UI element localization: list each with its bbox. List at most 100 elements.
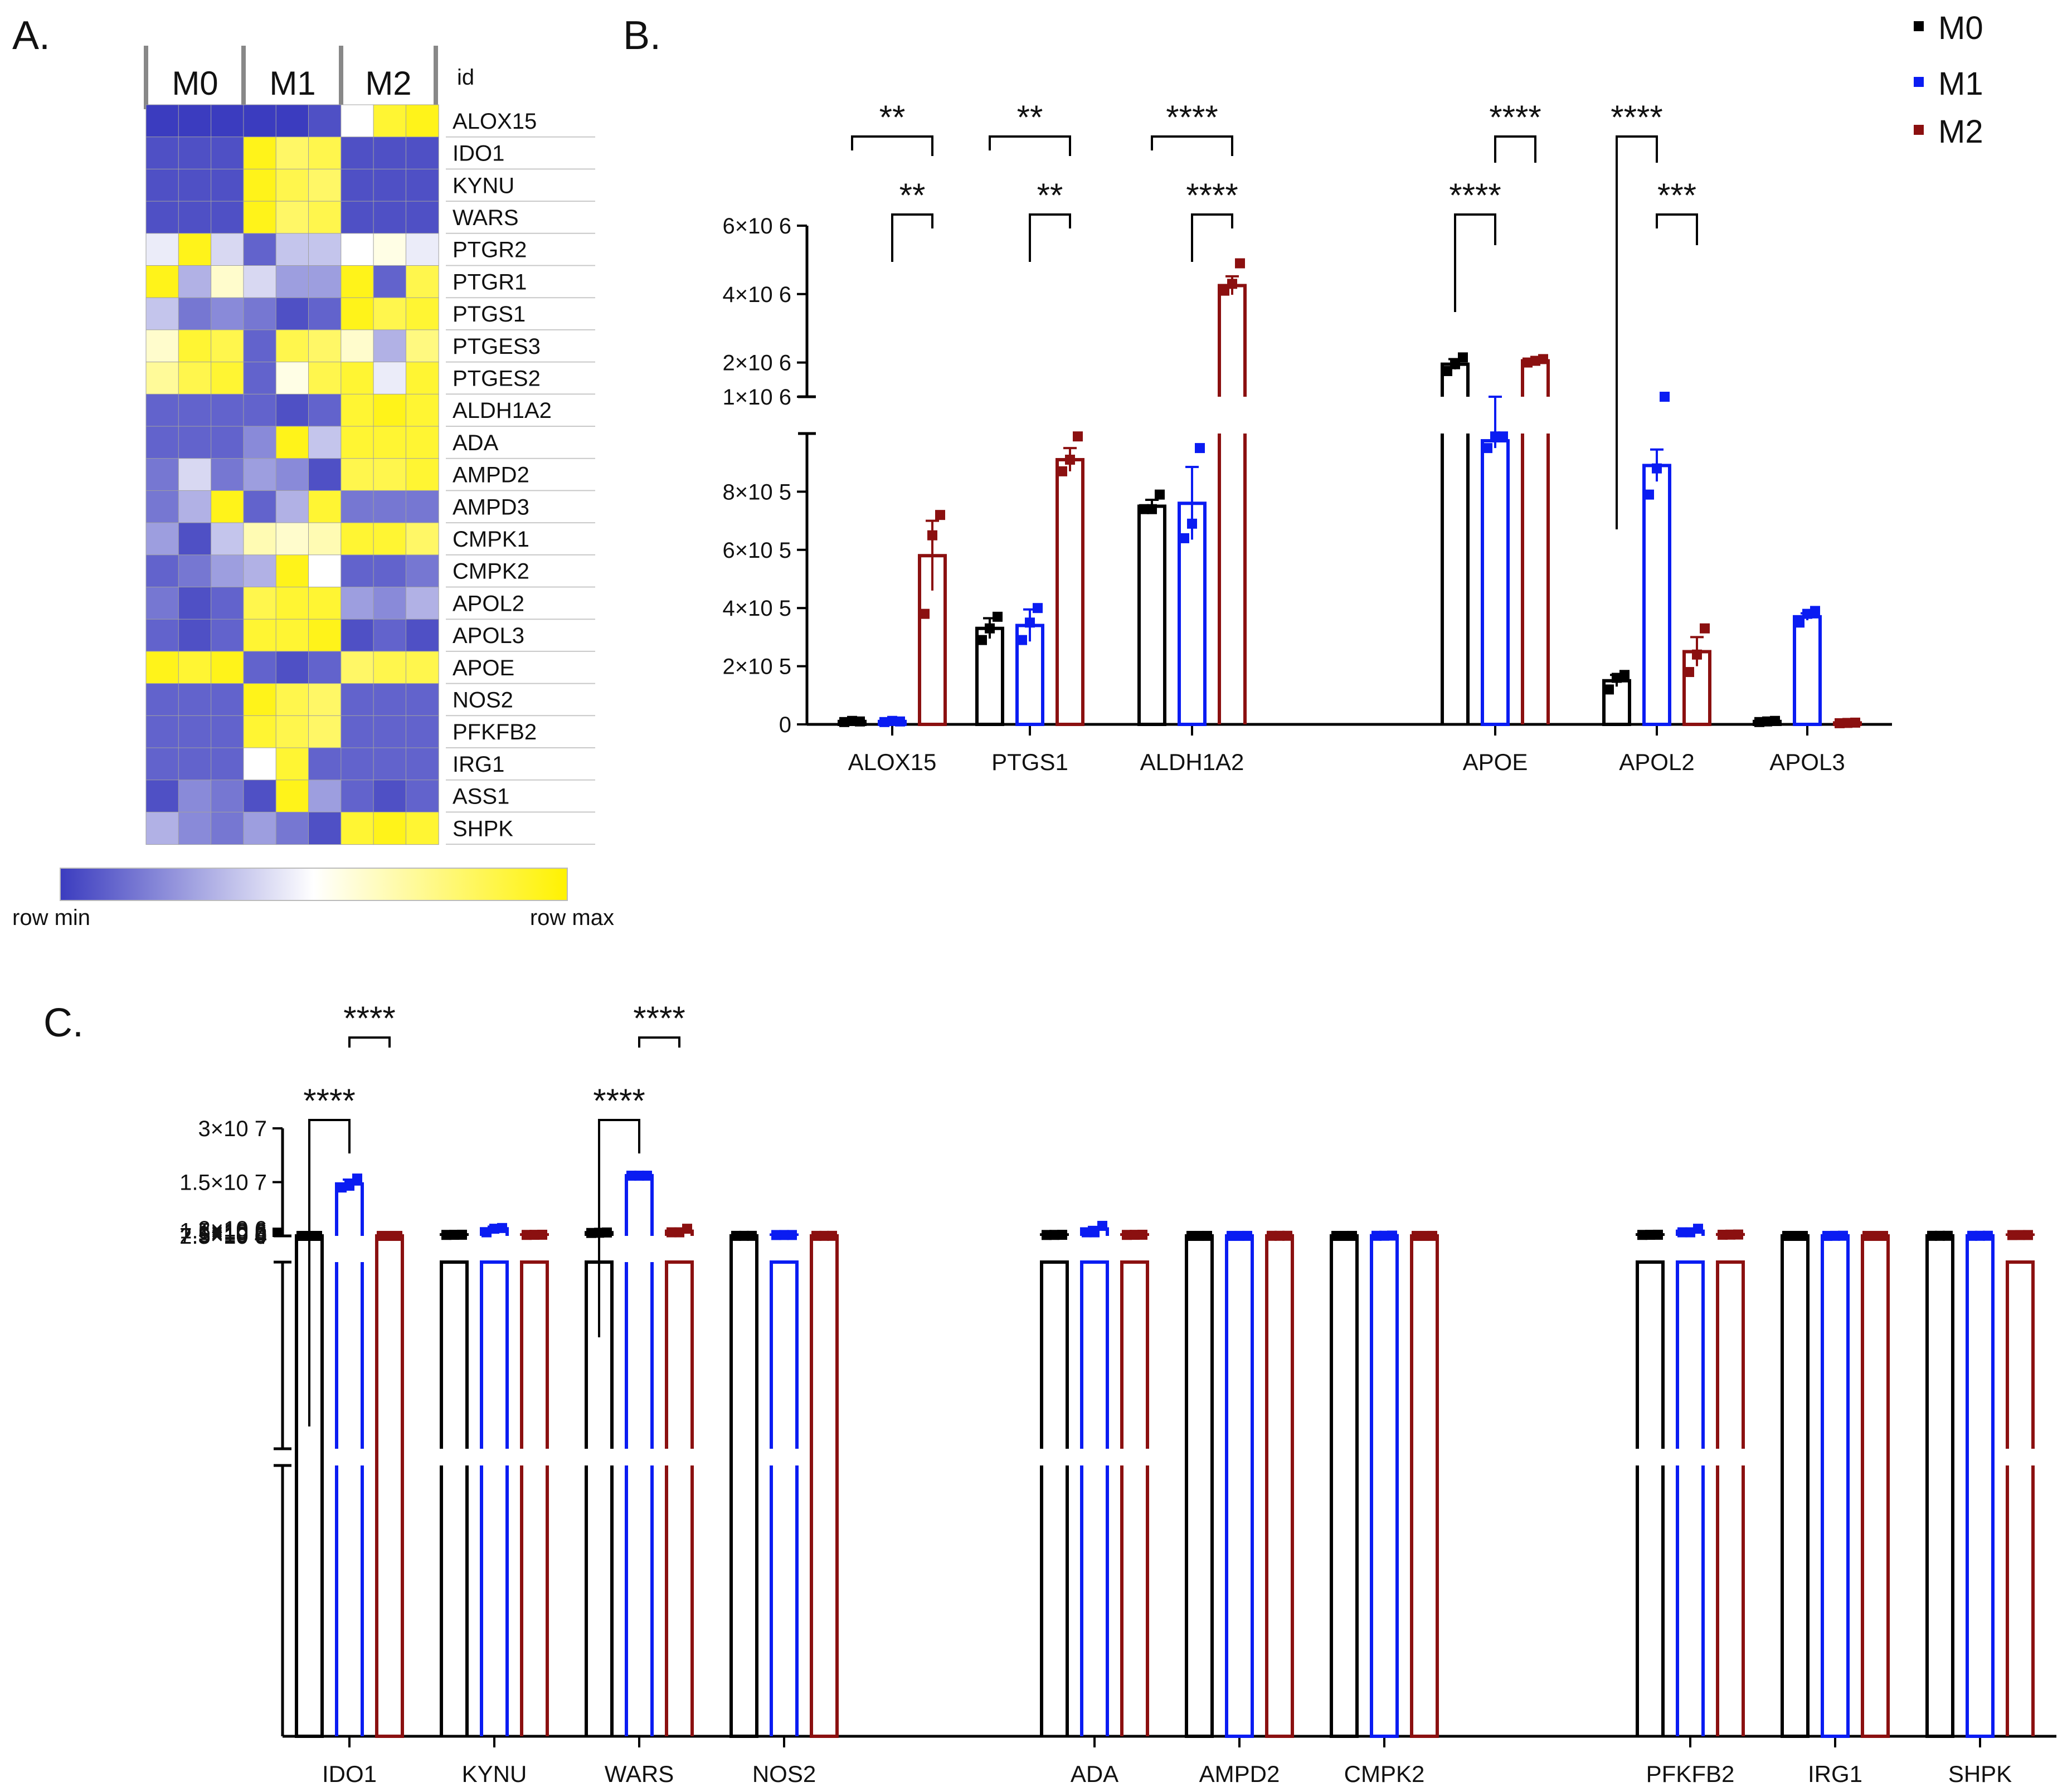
data-point bbox=[1810, 606, 1820, 616]
significance-bracket bbox=[598, 1119, 640, 1337]
heatmap-cell bbox=[178, 715, 212, 749]
y-tick-label: 4×10 6 bbox=[723, 283, 791, 307]
data-point bbox=[819, 1230, 829, 1241]
heatmap-cell bbox=[275, 233, 309, 266]
heatmap-cell bbox=[145, 168, 179, 202]
bar bbox=[1861, 1234, 1890, 1739]
bar bbox=[1966, 1234, 1995, 1738]
bar-segment bbox=[1676, 1465, 1705, 1736]
heatmap-cell bbox=[373, 747, 407, 781]
data-point bbox=[887, 715, 897, 726]
heatmap-cell bbox=[178, 362, 212, 395]
significance-label: ** bbox=[899, 177, 926, 214]
panel-label-b: B. bbox=[623, 13, 661, 58]
heatmap-cell bbox=[275, 683, 309, 717]
data-point bbox=[1089, 1227, 1100, 1238]
data-point bbox=[920, 608, 930, 619]
data-point bbox=[1604, 684, 1614, 695]
heatmap-cell bbox=[373, 297, 407, 330]
heatmap-cell bbox=[145, 683, 179, 717]
heatmap-cell bbox=[178, 137, 212, 170]
heatmap-cell bbox=[243, 265, 277, 299]
significance-bracket bbox=[348, 1036, 391, 1048]
heatmap-cell bbox=[243, 587, 277, 620]
data-point bbox=[1219, 285, 1229, 296]
data-point bbox=[739, 1230, 749, 1241]
heatmap-cell bbox=[243, 715, 277, 749]
heatmap-group-m1: M1 bbox=[269, 65, 315, 102]
data-point bbox=[1490, 431, 1500, 442]
data-point bbox=[1097, 1220, 1107, 1231]
data-point bbox=[1943, 1230, 1953, 1241]
heatmap-cell bbox=[178, 747, 212, 781]
data-point bbox=[457, 1229, 467, 1240]
data-point bbox=[1850, 717, 1860, 728]
heatmap-cell bbox=[145, 393, 179, 427]
data-point bbox=[1122, 1230, 1132, 1240]
heatmap-cell bbox=[341, 651, 374, 684]
heatmap-cell bbox=[308, 683, 342, 717]
y-tick-label: 2×10 6 bbox=[198, 1217, 267, 1241]
heatmap-cell bbox=[275, 426, 309, 459]
heatmap-cell bbox=[341, 683, 374, 717]
data-point bbox=[634, 1170, 644, 1181]
data-point bbox=[497, 1223, 507, 1233]
heatmap-cell bbox=[275, 265, 309, 299]
heatmap-cell bbox=[373, 587, 407, 620]
data-point bbox=[1139, 504, 1149, 514]
legend-swatch-m2 bbox=[1914, 125, 1924, 135]
data-point bbox=[1025, 617, 1035, 628]
data-point bbox=[839, 717, 849, 727]
heatmap-cell bbox=[243, 137, 277, 170]
bar-segment bbox=[1716, 1260, 1745, 1449]
heatmap-cell bbox=[373, 619, 407, 652]
heatmap-cell bbox=[211, 137, 244, 170]
heatmap-cell bbox=[178, 201, 212, 234]
heatmap-cell bbox=[275, 780, 309, 813]
data-point bbox=[1794, 617, 1805, 628]
bar-segment bbox=[1521, 434, 1550, 724]
heatmap-cell bbox=[145, 747, 179, 781]
data-point bbox=[1802, 608, 1812, 619]
heatmap-cell bbox=[341, 168, 374, 202]
data-point bbox=[1842, 718, 1852, 728]
data-point bbox=[1530, 356, 1540, 366]
data-point bbox=[1935, 1230, 1945, 1241]
data-point bbox=[855, 716, 865, 727]
data-point bbox=[352, 1173, 362, 1184]
heatmap-row-label: WARS bbox=[453, 206, 519, 230]
heatmap-cell bbox=[211, 201, 244, 234]
significance-bracket bbox=[1454, 213, 1496, 312]
significance-bracket bbox=[1191, 213, 1233, 262]
heatmap-cell bbox=[373, 715, 407, 749]
x-tick-label: CMPK2 bbox=[1344, 1761, 1425, 1787]
data-point bbox=[985, 623, 995, 634]
x-tick-label: SHPK bbox=[1948, 1761, 2012, 1787]
data-point bbox=[1242, 1230, 1252, 1241]
data-point bbox=[1419, 1230, 1429, 1241]
heatmap-cell bbox=[145, 522, 179, 556]
heatmap-cell bbox=[373, 329, 407, 363]
heatmap-row-label: NOS2 bbox=[453, 688, 513, 712]
heatmap-cell bbox=[373, 651, 407, 684]
bar-segment bbox=[625, 1465, 654, 1736]
heatmap-cell bbox=[275, 393, 309, 427]
heatmap-cell bbox=[275, 297, 309, 330]
heatmap-cell bbox=[145, 458, 179, 491]
data-point bbox=[1202, 1230, 1212, 1241]
heatmap-row-label: CMPK2 bbox=[453, 559, 529, 584]
heatmap-cell bbox=[308, 490, 342, 524]
x-tick-label: NOS2 bbox=[752, 1761, 816, 1787]
heatmap-row-label: APOL3 bbox=[453, 624, 524, 648]
heatmap-cell bbox=[341, 362, 374, 395]
data-point bbox=[537, 1229, 547, 1240]
heatmap-cell bbox=[308, 426, 342, 459]
heatmap-cell bbox=[211, 811, 244, 845]
x-tick-label: APOL3 bbox=[1769, 749, 1845, 775]
heatmap-cell bbox=[145, 265, 179, 299]
heatmap-cell bbox=[308, 811, 342, 845]
heatmap-cell bbox=[211, 104, 244, 138]
data-point bbox=[1147, 504, 1157, 514]
heatmap-cell bbox=[405, 362, 439, 395]
heatmap-cell bbox=[211, 362, 244, 395]
